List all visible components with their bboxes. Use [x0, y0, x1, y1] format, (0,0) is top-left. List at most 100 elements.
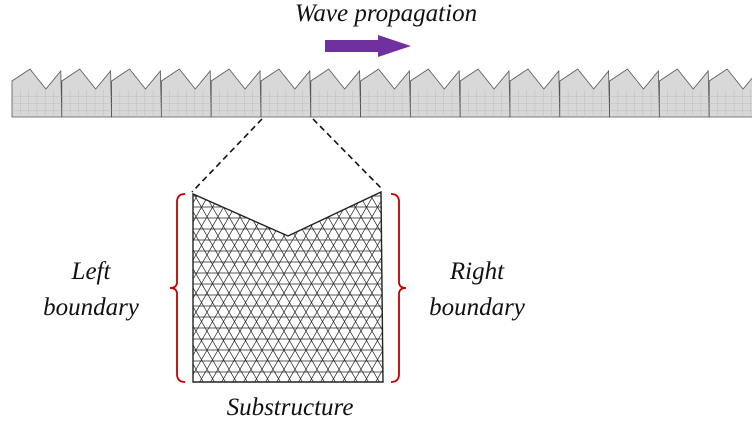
mesh-line — [409, 185, 527, 390]
mesh-line — [398, 185, 516, 390]
mesh-line — [359, 192, 383, 382]
mesh-line — [193, 192, 237, 382]
mesh-line — [193, 192, 198, 382]
mesh-line — [0, 185, 93, 390]
left-boundary-label: Left boundary — [16, 254, 166, 326]
boundary-brackets — [169, 193, 407, 383]
mesh-line — [193, 192, 297, 382]
mesh-line — [193, 192, 242, 382]
mesh-line — [0, 185, 104, 390]
mesh-outline — [192, 190, 384, 383]
mesh-line — [193, 192, 209, 382]
mesh-line — [375, 192, 383, 382]
mesh-line — [370, 192, 383, 382]
mesh-line — [193, 192, 204, 382]
right-boundary-bracket — [390, 193, 407, 383]
mesh-line — [265, 192, 383, 382]
mesh-line — [260, 192, 380, 382]
wave-propagation-title: Wave propagation — [294, 0, 478, 27]
strip-cell — [310, 68, 362, 118]
strip-cell — [61, 68, 113, 118]
strip-cell — [509, 68, 561, 118]
mesh-line — [193, 192, 259, 382]
mesh-grid — [0, 185, 593, 390]
mesh-line — [287, 192, 383, 382]
mesh-line — [304, 192, 383, 382]
strip-cell — [459, 68, 511, 118]
mesh-line — [216, 192, 336, 382]
mesh-line — [293, 192, 383, 382]
strip-cell — [260, 68, 312, 118]
mesh-line — [227, 192, 347, 382]
right-boundary-line2: boundary — [429, 294, 525, 321]
mesh-line — [193, 192, 286, 382]
strip-cell — [360, 68, 411, 118]
arrow-shape — [325, 35, 411, 57]
mesh-line — [194, 192, 314, 382]
strip-cell-shape — [708, 68, 752, 118]
mesh-line — [337, 192, 383, 382]
left-boundary-line1: Left — [71, 258, 111, 285]
zoom-line-right — [312, 118, 382, 189]
strip-cell — [11, 68, 63, 118]
mesh-line — [276, 192, 383, 382]
mesh-line — [320, 192, 383, 382]
mesh-line — [193, 192, 253, 382]
mesh-line — [464, 185, 582, 390]
strip-cell — [160, 68, 212, 118]
mesh-line — [431, 185, 549, 390]
mesh-line — [193, 192, 248, 382]
strip-cell — [111, 68, 162, 118]
mesh-line — [193, 192, 215, 382]
mesh-line — [193, 192, 220, 382]
mesh-line — [326, 192, 383, 382]
mesh-line — [331, 192, 383, 382]
wave-direction-arrow — [325, 35, 411, 57]
mesh-line — [8, 185, 126, 390]
mesh-line — [442, 185, 560, 390]
zoom-dashed-lines — [191, 118, 382, 193]
mesh-line — [193, 192, 270, 382]
mesh-line — [63, 185, 181, 390]
strip-cell — [609, 68, 660, 118]
periodic-strip — [11, 68, 752, 118]
substructure-mesh — [0, 185, 593, 390]
substructure-label: Substructure — [226, 394, 354, 421]
mesh-line — [193, 192, 226, 382]
mesh-line — [193, 192, 275, 382]
mesh-line — [282, 192, 383, 382]
mesh-line — [453, 185, 571, 390]
mesh-line — [193, 192, 292, 382]
mesh-line — [238, 192, 358, 382]
mesh-line — [475, 185, 593, 390]
mesh-line — [193, 192, 264, 382]
strip-cell — [659, 68, 710, 118]
mesh-line — [205, 192, 325, 382]
mesh-line — [68, 185, 186, 390]
mesh-line — [57, 185, 175, 390]
right-boundary-label: Right boundary — [402, 254, 552, 326]
mesh-line — [232, 192, 352, 382]
mesh-line — [52, 185, 170, 390]
mesh-line — [271, 192, 383, 382]
zoom-line-left — [191, 118, 263, 193]
strip-cell — [210, 68, 262, 118]
mesh-line — [353, 192, 383, 382]
mesh-line — [342, 192, 383, 382]
mesh-line — [309, 192, 383, 382]
mesh-line — [193, 192, 231, 382]
left-boundary-line2: boundary — [43, 294, 139, 321]
strip-cell — [559, 68, 611, 118]
mesh-line — [249, 192, 369, 382]
mesh-line — [348, 192, 383, 382]
mesh-line — [30, 185, 148, 390]
mesh-line — [243, 192, 363, 382]
mesh-line — [210, 192, 330, 382]
mesh-line — [315, 192, 383, 382]
mesh-line — [193, 192, 281, 382]
strip-cell — [708, 68, 752, 118]
strip-cell — [409, 68, 461, 118]
left-boundary-bracket — [169, 193, 186, 383]
mesh-line — [199, 192, 319, 382]
